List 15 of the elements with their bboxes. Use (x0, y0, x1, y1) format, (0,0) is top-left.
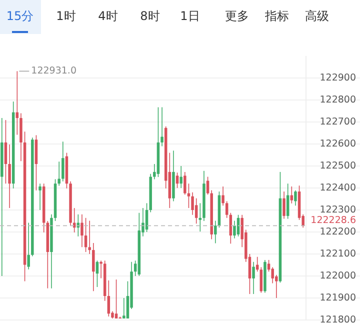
y-tick-label: 122200 (320, 226, 356, 238)
y-tick-label: 122600 (320, 138, 356, 150)
tabs: 15分 1时 4时 8时 1日 更多 指标 高级 (0, 0, 329, 34)
y-tick-label: 121800 (320, 314, 356, 326)
y-tick-label: 122000 (320, 270, 356, 282)
y-tick-label: 122100 (320, 248, 356, 260)
annotation: 122931.0 (31, 66, 76, 77)
y-tick-label: 122900 (320, 72, 356, 84)
ref-line-label: 122228.6 (310, 215, 356, 226)
y-tick-label: 122700 (320, 116, 356, 128)
y-tick-label: 121900 (320, 292, 356, 304)
y-tick-label: 122300 (320, 204, 356, 216)
y-tick-label: 122500 (320, 160, 356, 172)
y-tick-label: 122800 (320, 94, 356, 106)
y-tick-label: 122400 (320, 182, 356, 194)
